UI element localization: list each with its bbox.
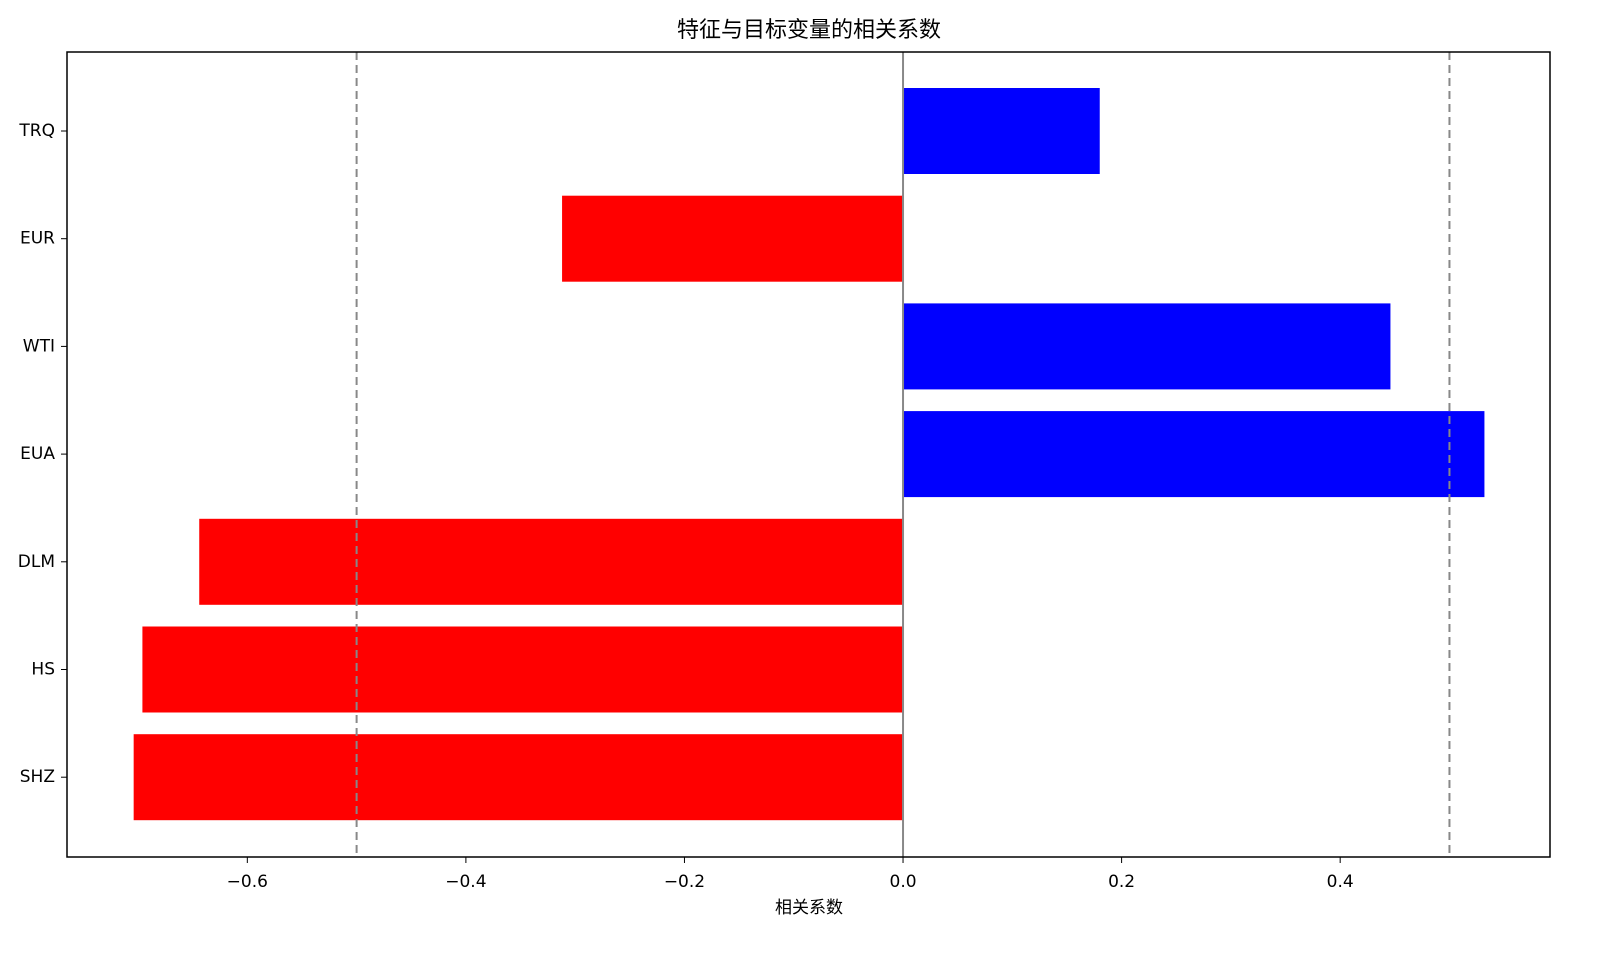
y-tick-label: WTI [23,336,55,356]
y-tick-label: EUA [20,444,55,464]
bar [562,195,904,282]
bar [133,734,904,821]
x-tick-label: −0.2 [664,872,705,892]
y-tick-label: EUR [20,229,55,249]
bar [903,88,1100,174]
x-tick-label: 0.2 [1108,872,1135,892]
bar [142,626,904,713]
x-axis-label: 相关系数 [775,898,843,918]
x-tick-label: −0.6 [227,872,268,892]
x-tick-label: −0.4 [445,872,486,892]
bar [903,303,1391,390]
x-tick-label: 0.0 [890,872,917,892]
plot-frame [66,51,1551,858]
y-tick-label: HS [31,660,55,680]
y-tick-label: TRQ [18,121,55,141]
y-tick-label: DLM [18,552,55,572]
y-tick-label: SHZ [20,767,55,787]
x-tick-label: 0.4 [1327,872,1354,892]
bar [903,411,1485,498]
chart-title: 特征与目标变量的相关系数 [677,18,941,43]
bar [199,518,904,605]
